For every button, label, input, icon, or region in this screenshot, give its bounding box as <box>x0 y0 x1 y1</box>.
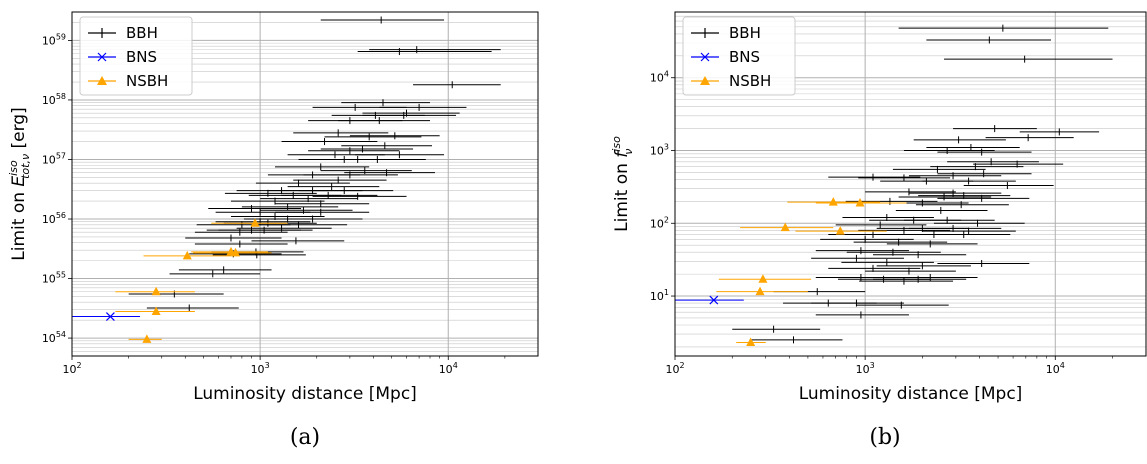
y-axis-label: Limit on fisoν <box>610 136 635 232</box>
x-tick-label: 103 <box>856 361 875 376</box>
legend-label: BNS <box>729 48 760 66</box>
legend-marker-x <box>97 52 107 62</box>
legend-label: BBH <box>729 24 761 42</box>
caption-b: (b) <box>869 425 900 450</box>
data-point-nsbh <box>755 286 765 296</box>
legend: BBH BNS NSBH <box>79 16 193 96</box>
data-point-bns <box>709 295 719 305</box>
y-tick-label: 1057 <box>42 151 66 166</box>
y-tick-label: 103 <box>650 142 669 157</box>
x-tick-label: 102 <box>665 361 684 376</box>
y-tick-label: 1059 <box>42 32 66 47</box>
x-tick-label: 104 <box>439 361 458 376</box>
panel-a: 1054 1055 1056 1057 1058 1059 102 103 104 BBH BNS N… <box>7 11 539 404</box>
panel-b: 101 102 103 104 102 103 104 BBH BNS NSBH Luminosit… <box>610 11 1147 404</box>
series-nsbh <box>115 218 288 343</box>
legend-box <box>79 16 193 96</box>
x-axis-label: Luminosity distance [Mpc] <box>799 384 1023 404</box>
data-point-nsbh <box>182 250 192 260</box>
y-axis-label: Limit on Eisotot,ν [erg] <box>7 107 32 260</box>
data-point-bns <box>105 312 115 321</box>
y-tick-label: 1055 <box>42 271 66 286</box>
data-point-nsbh <box>828 197 838 206</box>
series-bns <box>675 295 744 305</box>
legend: BBH BNS NSBH <box>682 16 796 96</box>
legend-label: NSBH <box>729 72 771 90</box>
series-nsbh <box>716 197 907 346</box>
data-point-nsbh <box>151 306 161 315</box>
legend-marker-x <box>700 52 710 62</box>
legend-label: BNS <box>126 48 157 66</box>
data-point-nsbh <box>758 274 768 283</box>
legend-label: NSBH <box>126 72 168 90</box>
legend-label: BBH <box>126 24 158 42</box>
y-tick-label: 1058 <box>42 92 66 107</box>
data-point-nsbh <box>746 337 756 346</box>
plot-frame <box>71 11 539 357</box>
data-point-nsbh <box>142 334 152 343</box>
legend-marker-triangle <box>700 76 710 85</box>
data-point-nsbh <box>835 226 845 235</box>
x-axis-label: Luminosity distance [Mpc] <box>193 384 417 404</box>
data-point-nsbh <box>780 222 790 232</box>
x-tick-label: 102 <box>62 361 81 376</box>
data-point-nsbh <box>250 218 260 227</box>
legend-box <box>682 16 796 96</box>
caption-a: (a) <box>290 425 320 450</box>
data-point-nsbh <box>231 247 241 257</box>
y-tick-label: 101 <box>650 288 669 303</box>
x-tick-label: 103 <box>251 361 270 376</box>
data-point-nsbh <box>151 286 161 296</box>
y-tick-label: 1056 <box>42 211 66 226</box>
data-point-nsbh <box>855 197 865 207</box>
y-tick-label: 104 <box>650 70 669 85</box>
x-tick-label: 104 <box>1046 361 1065 376</box>
y-tick-label: 102 <box>650 215 669 230</box>
legend-marker-triangle <box>97 76 107 85</box>
y-tick-label: 1054 <box>42 330 66 345</box>
plot-frame <box>674 11 1147 357</box>
series-bns <box>72 312 141 321</box>
series-bbh <box>128 16 501 312</box>
